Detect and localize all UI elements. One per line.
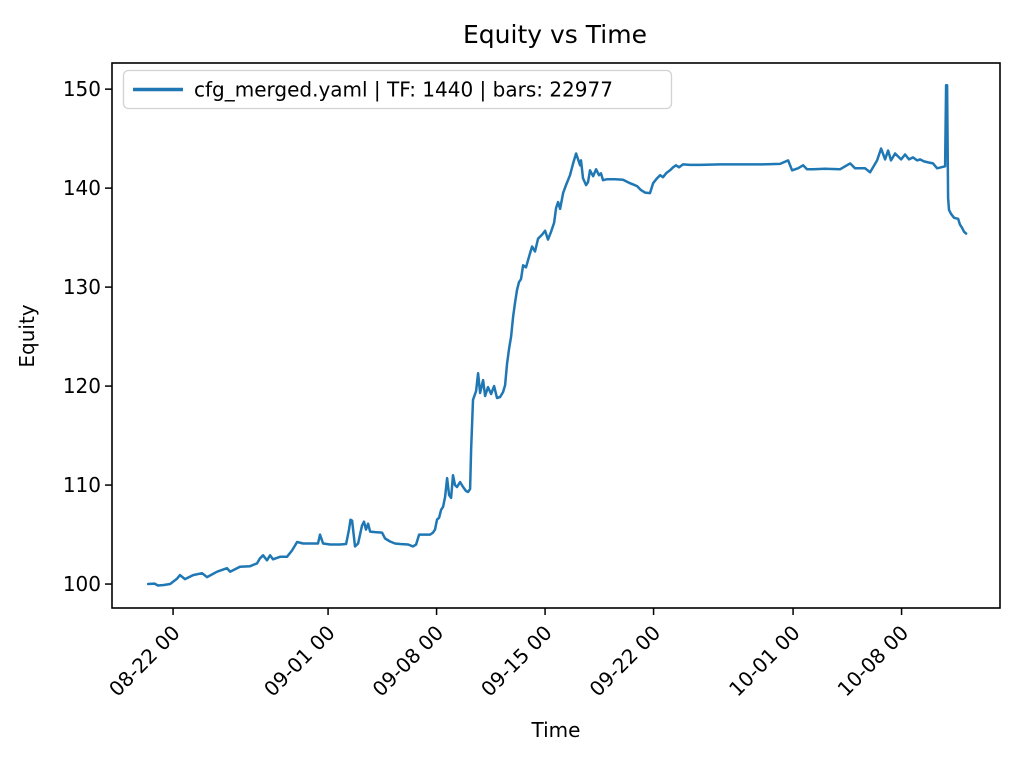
legend: cfg_merged.yaml | TF: 1440 | bars: 22977	[122, 69, 673, 110]
y-tick-label: 130	[63, 275, 101, 299]
y-tick-label: 110	[63, 473, 101, 497]
x-axis-label: Time	[531, 718, 581, 742]
legend-label: cfg_merged.yaml | TF: 1440 | bars: 22977	[194, 78, 613, 102]
y-tick-label: 140	[63, 176, 101, 200]
y-tick-label: 150	[63, 77, 101, 101]
chart-title: Equity vs Time	[463, 20, 647, 49]
legend-box	[122, 69, 673, 110]
plot-area-border	[111, 62, 1001, 609]
y-tick-label: 120	[63, 374, 101, 398]
y-tick-label: 100	[63, 572, 101, 596]
y-axis-label: Equity	[15, 304, 39, 367]
equity-line	[146, 83, 968, 587]
